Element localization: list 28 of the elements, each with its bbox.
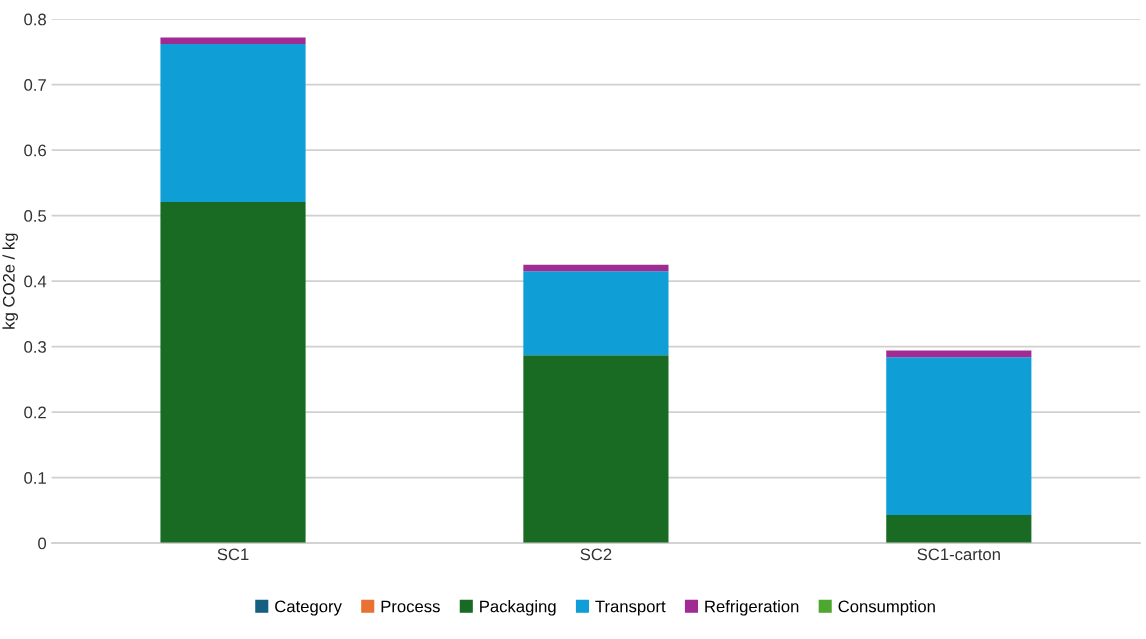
- bar: [160, 37, 306, 45]
- y-tick-label: 0.6: [24, 144, 46, 157]
- y-tick-label: 0: [38, 537, 47, 550]
- bar: [886, 350, 1032, 358]
- y-tick-label: 0.2: [24, 406, 46, 419]
- legend-label: Transport: [595, 600, 666, 616]
- legend-label: Consumption: [838, 600, 935, 616]
- y-tick-label: 0.7: [24, 79, 46, 91]
- x-tick-label: SC1-carton: [917, 548, 1000, 561]
- legend-label: Process: [381, 600, 440, 613]
- y-tick-label: 0.4: [24, 275, 47, 288]
- bar: [523, 264, 669, 272]
- x-tick-label: SC2: [580, 548, 612, 561]
- bar: [160, 44, 306, 202]
- y-tick-label: 0.3: [24, 341, 46, 353]
- y-tick-label: 0.8: [24, 13, 46, 26]
- bar: [886, 357, 1032, 515]
- y-axis-title: kg CO2e / kg: [2, 233, 18, 329]
- y-tick-label: 0.1: [24, 472, 46, 484]
- bar: [523, 271, 669, 356]
- legend-label: Packaging: [480, 600, 556, 616]
- bar: [160, 201, 306, 544]
- bar: [886, 514, 1032, 544]
- legend-label: Category: [275, 600, 342, 616]
- x-tick-label: SC1: [217, 548, 249, 561]
- bar: [523, 355, 669, 544]
- legend-label: Refrigeration: [705, 600, 799, 616]
- y-tick-label: 0.5: [24, 210, 47, 222]
